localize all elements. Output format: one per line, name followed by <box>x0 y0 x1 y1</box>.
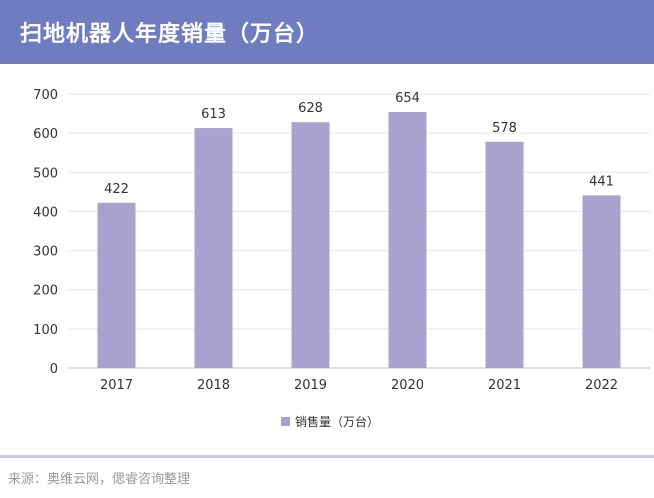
legend-swatch <box>281 417 290 426</box>
x-tick-label: 2022 <box>585 378 618 393</box>
data-label: 613 <box>201 107 226 122</box>
data-label: 422 <box>104 182 129 197</box>
x-tick-label: 2019 <box>294 378 327 393</box>
data-label: 441 <box>589 174 614 189</box>
y-tick-label: 400 <box>33 205 58 220</box>
y-tick-label: 0 <box>50 362 58 377</box>
x-tick-label: 2018 <box>197 378 230 393</box>
x-tick-label: 2017 <box>100 378 133 393</box>
bar <box>97 202 136 368</box>
data-label: 578 <box>492 121 517 136</box>
x-tick-label: 2021 <box>488 378 521 393</box>
bar-chart: 0 100 200 300 400 500 600 700 422 2017 613 2018 628 2… <box>33 88 650 429</box>
legend-label: 销售量（万台） <box>295 414 379 429</box>
bar <box>485 141 524 368</box>
x-tick-label: 2020 <box>391 378 424 393</box>
bar <box>582 195 621 368</box>
y-tick-label: 700 <box>33 88 58 103</box>
data-label: 628 <box>298 101 323 116</box>
y-tick-label: 300 <box>33 245 58 260</box>
chart-header: 扫地机器人年度销量（万台） <box>0 0 654 64</box>
chart-title: 扫地机器人年度销量（万台） <box>20 22 320 47</box>
y-tick-label: 200 <box>33 284 58 299</box>
footer-divider <box>0 455 654 458</box>
bar <box>388 112 427 369</box>
data-label: 654 <box>395 91 420 106</box>
y-tick-label: 500 <box>33 166 58 181</box>
bar <box>291 122 330 368</box>
y-tick-label: 100 <box>33 323 58 338</box>
y-tick-label: 600 <box>33 127 58 142</box>
chart-area: 0 100 200 300 400 500 600 700 422 2017 613 2018 628 2… <box>0 64 654 454</box>
source-note: 来源：奥维云网，偲睿咨询整理 <box>8 472 191 487</box>
bar <box>194 128 233 368</box>
